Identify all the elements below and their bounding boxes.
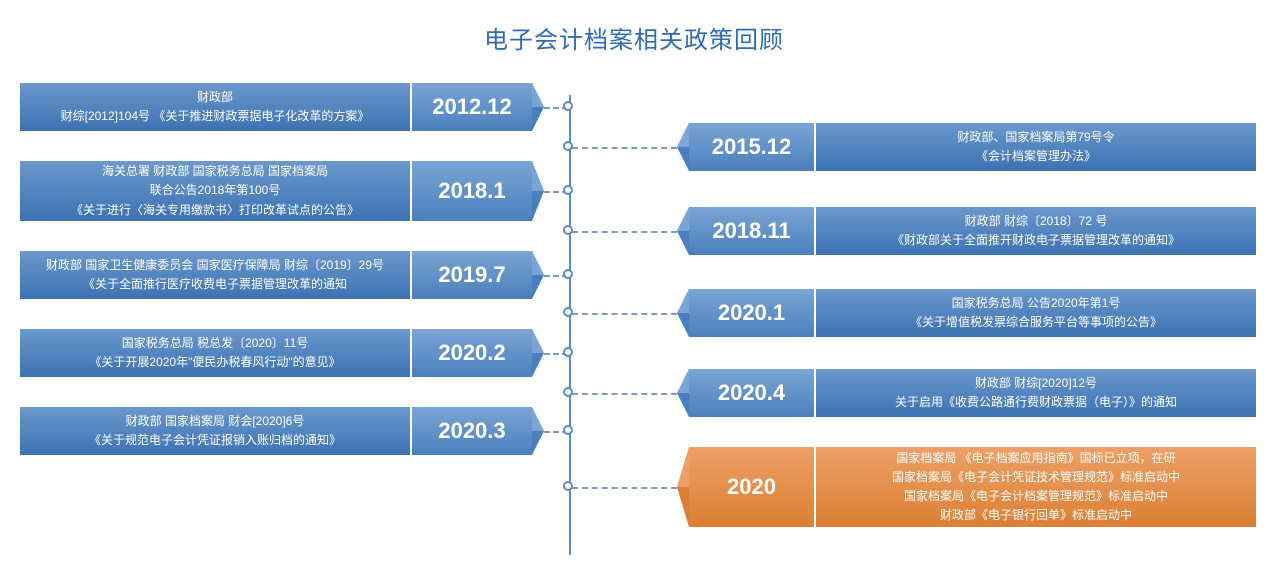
entry-body: 财政部 国家卫生健康委员会 国家医疗保障局 财综〔2019〕29号《关于全面推行… [20, 251, 410, 299]
entry-date-label: 2020.4 [718, 380, 785, 406]
entry-date: 2020.2 [412, 329, 532, 377]
entry-body: 财政部财综[2012]104号 《关于推进财政票据电子化改革的方案》 [20, 83, 410, 131]
timeline-dot [563, 225, 573, 235]
timeline-dot [563, 101, 573, 111]
entry-date-label: 2020.3 [438, 418, 505, 444]
connector [572, 393, 677, 395]
entry-date: 2012.12 [412, 83, 532, 131]
timeline-entry-left-3: 国家税务总局 税总发〔2020〕11号《关于开展2020年"便民办税春风行动"的… [20, 329, 532, 377]
timeline-entry-right-1: 财政部 财综〔2018〕72 号《财政部关于全面推开财政电子票据管理改革的通知》… [689, 207, 1256, 255]
entry-date: 2020 [689, 447, 814, 527]
timeline-entry-right-3: 财政部 财综[2020]12号关于启用《收费公路通行费财政票据（电子）》的通知 2… [689, 369, 1256, 417]
timeline-dot [563, 387, 573, 397]
entry-line: 国家档案局《电子会计凭证技术管理规范》标准启动中 [892, 468, 1180, 487]
entry-line: 《会计档案管理办法》 [976, 147, 1096, 166]
entry-date: 2019.7 [412, 251, 532, 299]
entry-body: 财政部 财综〔2018〕72 号《财政部关于全面推开财政电子票据管理改革的通知》 [816, 207, 1256, 255]
entry-line: 国家税务总局 税总发〔2020〕11号 [122, 334, 309, 353]
entry-line: 联合公告2018年第100号 [150, 181, 281, 200]
timeline-dot [563, 269, 573, 279]
entry-line: 《财政部关于全面推开财政电子票据管理改革的通知》 [892, 231, 1180, 250]
entry-line: 财综[2012]104号 《关于推进财政票据电子化改革的方案》 [61, 107, 370, 126]
entry-line: 财政部 [197, 88, 233, 107]
timeline-entry-right-4: 国家档案局 《电子档案应用指南》国标已立项，在研国家档案局《电子会计凭证技术管理… [689, 447, 1256, 527]
entry-line: 关于启用《收费公路通行费财政票据（电子）》的通知 [895, 393, 1177, 412]
entry-body: 国家税务总局 公告2020年第1号《关于增值税发票综合服务平台等事项的公告》 [816, 289, 1256, 337]
entry-line: 财政部 国家档案局 财会[2020]6号 [126, 412, 305, 431]
connector [572, 147, 677, 149]
entry-line: 国家档案局 《电子档案应用指南》国标已立项，在研 [896, 449, 1175, 468]
timeline-dot [563, 307, 573, 317]
entry-body: 财政部 国家档案局 财会[2020]6号《关于规范电子会计凭证报销入账归档的通知… [20, 407, 410, 455]
entry-date: 2020.3 [412, 407, 532, 455]
entry-body: 国家档案局 《电子档案应用指南》国标已立项，在研国家档案局《电子会计凭证技术管理… [816, 447, 1256, 527]
timeline-entry-left-0: 财政部财综[2012]104号 《关于推进财政票据电子化改革的方案》 2012.1… [20, 83, 532, 131]
entry-date-label: 2015.12 [712, 134, 792, 160]
timeline-dot [563, 481, 573, 491]
timeline-dot [563, 141, 573, 151]
entry-date: 2018.11 [689, 207, 814, 255]
entry-body: 财政部、国家档案局第79号令《会计档案管理办法》 [816, 123, 1256, 171]
timeline-entry-left-1: 海关总署 财政部 国家税务总局 国家档案局联合公告2018年第100号《关于进行… [20, 161, 532, 221]
entry-line: 《关于规范电子会计凭证报销入账归档的通知》 [89, 431, 341, 450]
timeline-entry-left-4: 财政部 国家档案局 财会[2020]6号《关于规范电子会计凭证报销入账归档的通知… [20, 407, 532, 455]
entry-line: 财政部 国家卫生健康委员会 国家医疗保障局 财综〔2019〕29号 [46, 256, 384, 275]
entry-body: 国家税务总局 税总发〔2020〕11号《关于开展2020年"便民办税春风行动"的… [20, 329, 410, 377]
entry-line: 《关于进行〈海关专用缴款书〉打印改革试点的公告》 [71, 201, 359, 220]
timeline-entry-left-2: 财政部 国家卫生健康委员会 国家医疗保障局 财综〔2019〕29号《关于全面推行… [20, 251, 532, 299]
entry-line: 财政部 财综〔2018〕72 号 [965, 212, 1108, 231]
entry-date: 2020.4 [689, 369, 814, 417]
connector [572, 313, 677, 315]
entry-date-label: 2020.2 [438, 340, 505, 366]
entry-date: 2020.1 [689, 289, 814, 337]
entry-date-label: 2020 [727, 474, 776, 500]
connector [572, 487, 677, 489]
entry-line: 《关于开展2020年"便民办税春风行动"的意见》 [89, 353, 340, 372]
entry-line: 海关总署 财政部 国家税务总局 国家档案局 [102, 162, 328, 181]
entry-date-label: 2018.1 [438, 178, 505, 204]
timeline-dot [563, 425, 573, 435]
timeline: 财政部财综[2012]104号 《关于推进财政票据电子化改革的方案》 2012.1… [0, 73, 1268, 573]
entry-body: 财政部 财综[2020]12号关于启用《收费公路通行费财政票据（电子）》的通知 [816, 369, 1256, 417]
entry-date-label: 2019.7 [438, 262, 505, 288]
entry-date: 2015.12 [689, 123, 814, 171]
entry-date-label: 2020.1 [718, 300, 785, 326]
entry-line: 国家档案局《电子会计档案管理规范》标准启动中 [904, 487, 1168, 506]
entry-date-label: 2018.11 [712, 218, 790, 244]
timeline-dot [563, 347, 573, 357]
entry-date: 2018.1 [412, 161, 532, 221]
entry-line: 财政部《电子银行回单》标准启动中 [940, 506, 1132, 525]
entry-line: 国家税务总局 公告2020年第1号 [952, 294, 1121, 313]
entry-line: 《关于增值税发票综合服务平台等事项的公告》 [910, 313, 1162, 332]
timeline-entry-right-2: 国家税务总局 公告2020年第1号《关于增值税发票综合服务平台等事项的公告》 20… [689, 289, 1256, 337]
timeline-dot [563, 185, 573, 195]
entry-line: 《关于全面推行医疗收费电子票据管理改革的通知 [83, 275, 347, 294]
entry-date-label: 2012.12 [432, 94, 512, 120]
page-title: 电子会计档案相关政策回顾 [0, 0, 1268, 73]
entry-line: 财政部 财综[2020]12号 [975, 374, 1097, 393]
entry-line: 财政部、国家档案局第79号令 [957, 128, 1114, 147]
timeline-entry-right-0: 财政部、国家档案局第79号令《会计档案管理办法》 2015.12 [689, 123, 1256, 171]
connector [572, 231, 677, 233]
entry-body: 海关总署 财政部 国家税务总局 国家档案局联合公告2018年第100号《关于进行… [20, 161, 410, 221]
